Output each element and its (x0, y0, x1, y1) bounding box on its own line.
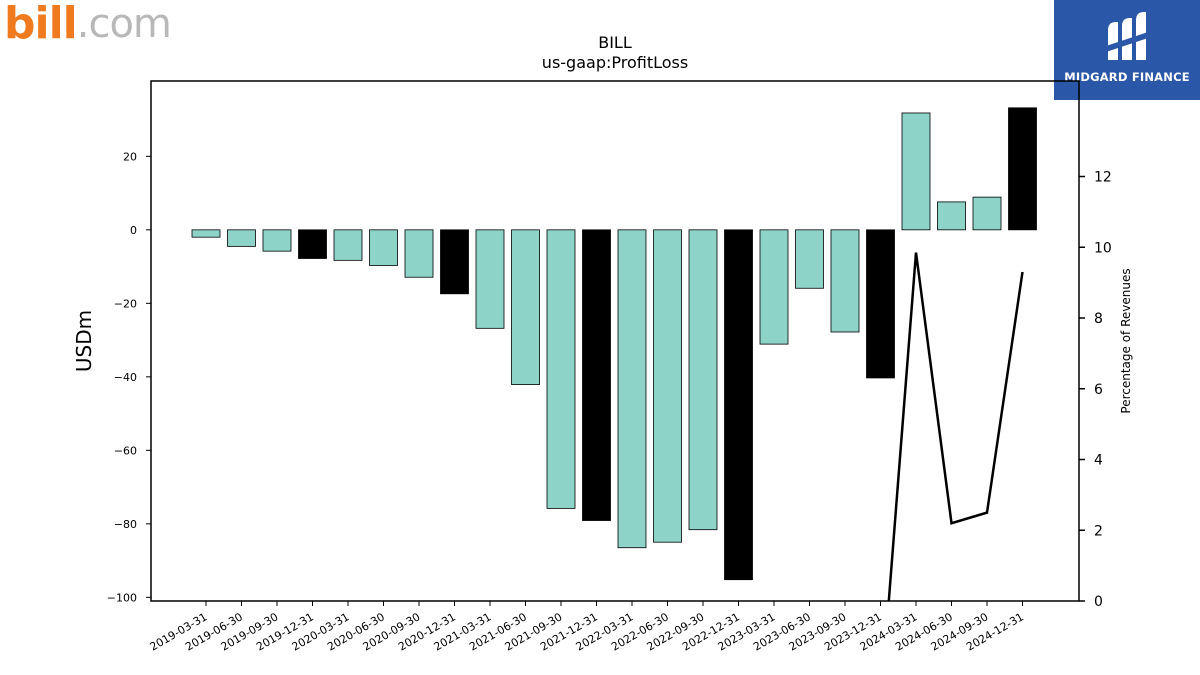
bar-2023-06-30 (795, 229, 824, 289)
y-tick-label: 0 (130, 224, 137, 237)
bill-logo-secondary: .com (76, 1, 172, 47)
bar-2023-03-31 (759, 229, 789, 345)
y-tick-label: −80 (114, 518, 137, 531)
bar-2024-09-30 (972, 196, 1002, 231)
bar-2022-03-31 (617, 229, 647, 549)
y2-tick-label: 8 (1094, 311, 1103, 327)
y-tick-label: −40 (114, 371, 137, 384)
midgard-finance-logo: MIDGARD FINANCE (1054, 0, 1200, 100)
y2-tick-label: 2 (1094, 523, 1103, 539)
bar-2020-06-30 (369, 229, 398, 266)
y-tick-label: −20 (114, 297, 137, 310)
bar-2024-12-31 (1008, 107, 1037, 231)
y-tick-label: −60 (114, 444, 137, 457)
y2-tick-label: 0 (1094, 594, 1103, 610)
y2-tick-label: 4 (1094, 453, 1103, 469)
midgard-mark-icon (1106, 12, 1148, 60)
bar-2019-06-30 (227, 229, 256, 247)
y-tick-label: −100 (107, 591, 137, 604)
bar-2021-03-31 (475, 229, 505, 329)
bar-2021-09-30 (546, 229, 576, 509)
y2-tick-label: 12 (1094, 170, 1112, 186)
bar-2023-12-31 (866, 229, 895, 379)
bar-2024-06-30 (937, 201, 966, 231)
bar-2022-12-31 (724, 229, 753, 581)
bar-2024-03-31 (901, 112, 931, 231)
bar-2022-09-30 (688, 229, 718, 531)
y2-axis-label: Percentage of Revenues (1119, 268, 1133, 413)
bar-2022-06-30 (653, 229, 682, 543)
bar-2020-12-31 (440, 229, 469, 295)
y2-tick-label: 10 (1094, 240, 1112, 256)
midgard-finance-wordmark: MIDGARD FINANCE (1064, 70, 1190, 84)
percentage-of-revenues-line (887, 252, 1024, 601)
y-axis-label: USDm (72, 310, 96, 372)
bar-2023-09-30 (830, 229, 860, 333)
chart-subtitle: us-gaap:ProfitLoss (542, 53, 688, 72)
bar-2020-03-31 (333, 229, 363, 261)
bill-logo-primary: bill (4, 0, 78, 49)
bar-2021-06-30 (511, 229, 540, 385)
bill-logo: bill .com (4, 0, 172, 49)
bar-2020-09-30 (404, 229, 434, 278)
bar-2021-12-31 (582, 229, 611, 521)
plot-frame (150, 80, 1080, 602)
bar-2019-09-30 (262, 229, 292, 252)
y2-tick-label: 6 (1094, 382, 1103, 398)
bar-2019-03-31 (191, 229, 221, 238)
bar-2019-12-31 (298, 229, 327, 259)
y-tick-label: 20 (123, 150, 137, 163)
chart-title: BILL (598, 33, 632, 52)
